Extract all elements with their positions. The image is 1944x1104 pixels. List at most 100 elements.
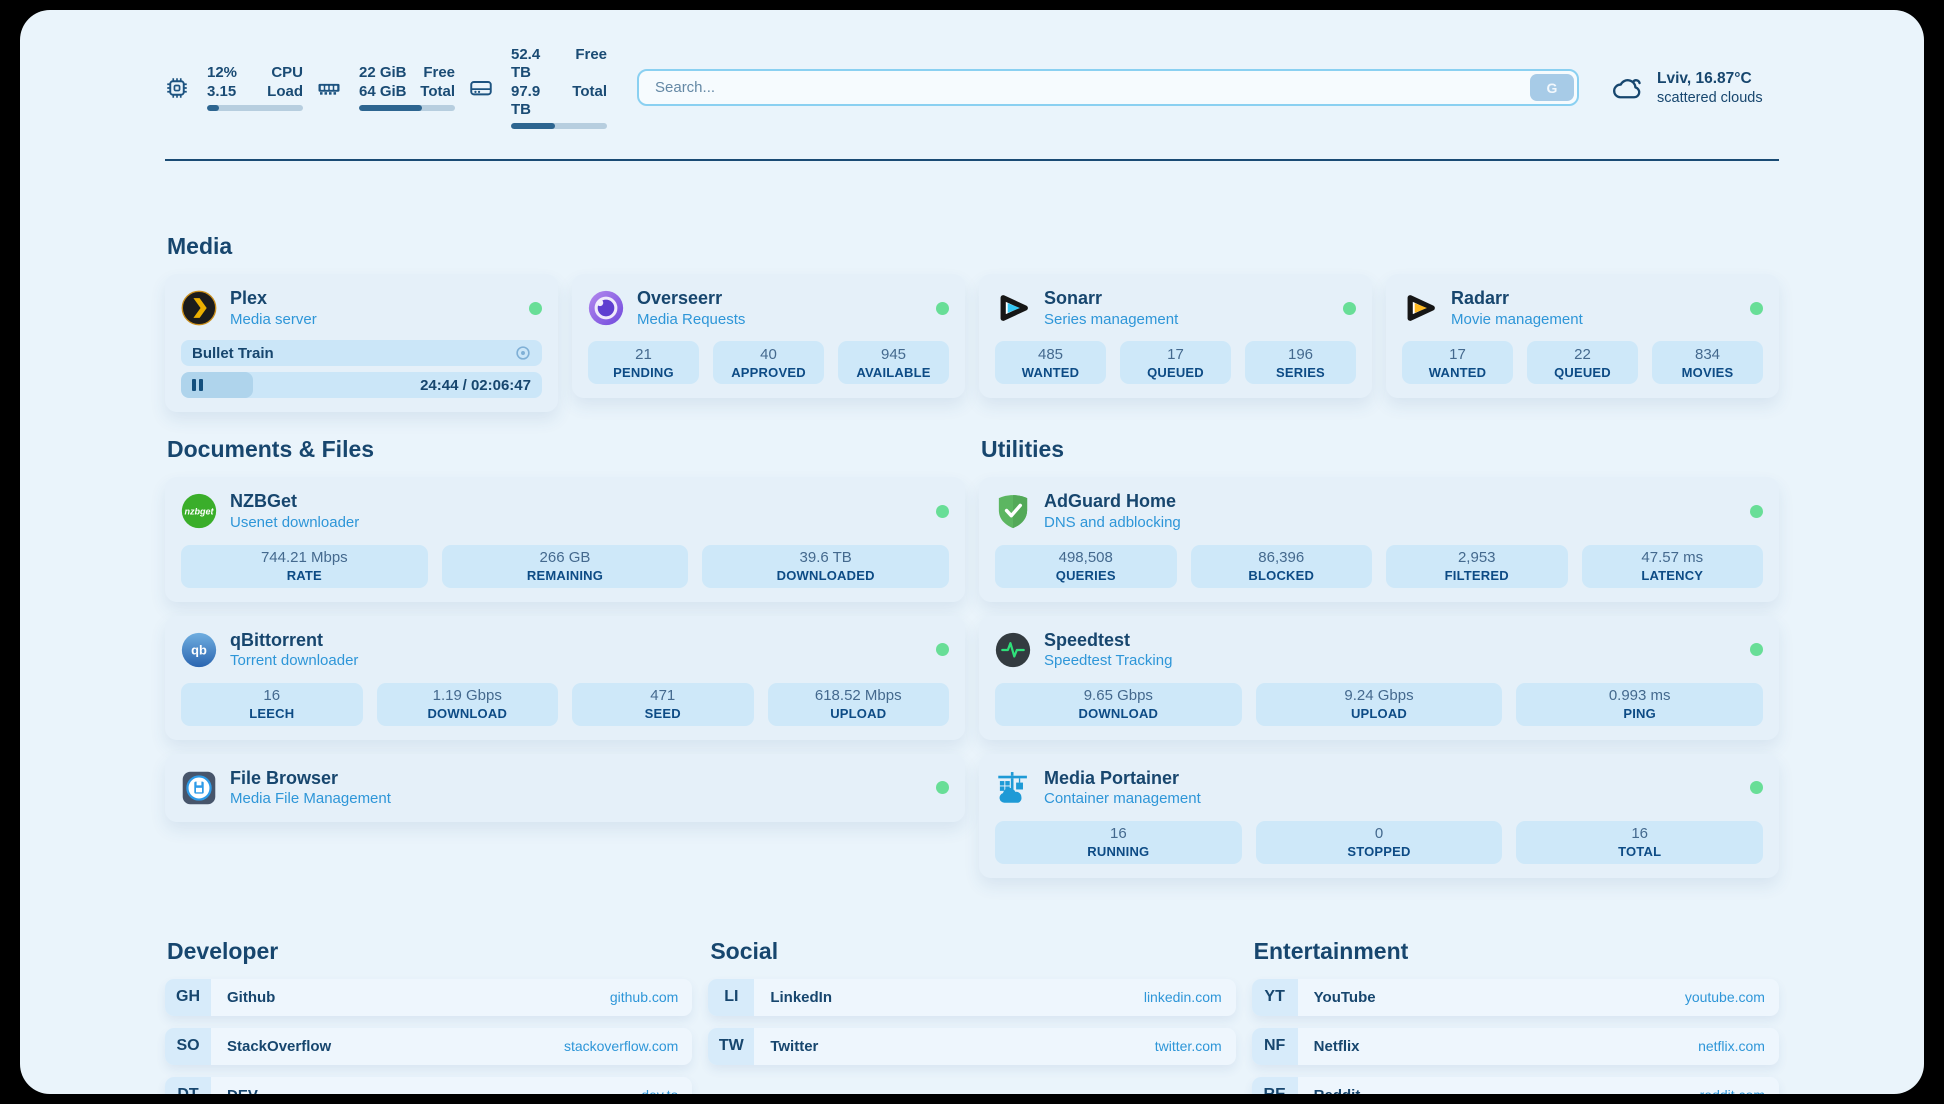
storage-stat: 52.4 TB Free 97.9 TB Total	[469, 46, 607, 130]
bookmark-url: netflix.com	[1698, 1038, 1765, 1055]
nzbget-icon: nzbget	[181, 493, 217, 529]
section-title-media: Media	[167, 233, 233, 260]
bookmark-name: YouTube	[1313, 988, 1376, 1006]
section-entertainment: Entertainment YT YouTube youtube.com NF …	[1251, 937, 1779, 1094]
section-documents: Documents & Files nzbget	[165, 436, 965, 822]
bookmark-abbr: RE	[1251, 1076, 1298, 1094]
stat-download: 1.19 Gbps DOWNLOAD	[376, 682, 558, 726]
bookmark-dev[interactable]: DT DEV dev.to	[165, 1076, 693, 1094]
bookmark-name: Netflix	[1313, 1037, 1360, 1055]
session-settings-icon[interactable]	[515, 345, 531, 361]
section-developer: Developer GH Github github.com SO StackO…	[165, 938, 693, 1094]
app-subtitle: Usenet downloader	[230, 514, 360, 532]
storage-progress-track	[511, 123, 607, 130]
bookmark-name: Github	[227, 988, 276, 1006]
playback-progress: 24:44 / 02:06:47	[181, 372, 542, 399]
portainer-icon	[995, 770, 1031, 806]
app-card-radarr[interactable]: Radarr Movie management 17 WANTED 22 QUE…	[1386, 274, 1779, 399]
cloud-icon	[1613, 78, 1641, 99]
section-media: Media Plex Media server	[165, 233, 1779, 413]
section-utilities: Utilities	[979, 436, 1779, 878]
app-card-speedtest[interactable]: Speedtest Speedtest Tracking 9.65 Gbps D…	[979, 615, 1779, 740]
weather-condition: scattered clouds	[1657, 89, 1763, 106]
bookmark-url: twitter.com	[1154, 1038, 1222, 1055]
overseerr-icon	[588, 290, 624, 326]
stat-total: 16 TOTAL	[1516, 820, 1763, 864]
bookmark-abbr: NF	[1251, 1027, 1298, 1065]
app-card-overseerr[interactable]: Overseerr Media Requests 21 PENDING 40 A…	[572, 274, 965, 399]
app-subtitle: Torrent downloader	[230, 652, 359, 670]
filebrowser-icon	[181, 770, 217, 806]
memory-free: 22 GiB	[359, 64, 407, 82]
search-input[interactable]	[637, 69, 1579, 107]
stat-blocked: 86,396 BLOCKED	[1190, 544, 1372, 588]
memory-label-top: Free	[423, 64, 455, 82]
stat-movies: 834 MOVIES	[1652, 341, 1763, 385]
storage-total: 97.9 TB	[511, 82, 541, 118]
stat-download: 9.65 Gbps DOWNLOAD	[995, 682, 1242, 726]
bookmark-youtube[interactable]: YT YouTube youtube.com	[1251, 978, 1779, 1016]
memory-readout: 22 GiB Free 64 GiB Total	[359, 64, 455, 101]
bookmark-abbr: SO	[165, 1027, 211, 1065]
app-name: Overseerr	[637, 288, 723, 309]
bookmark-linkedin[interactable]: LI LinkedIn linkedin.com	[708, 978, 1236, 1016]
stat-latency: 47.57 ms LATENCY	[1581, 544, 1763, 588]
app-card-nzbget[interactable]: nzbget NZBGet Usenet downloader 74	[165, 477, 965, 602]
now-playing-title: Bullet Train	[192, 344, 274, 362]
plex-icon	[181, 290, 217, 326]
bookmark-name: StackOverflow	[227, 1037, 332, 1055]
stat-seed: 471 SEED	[572, 682, 754, 726]
app-name: NZBGet	[230, 491, 297, 512]
bookmark-twitter[interactable]: TW Twitter twitter.com	[708, 1027, 1236, 1065]
app-name: Plex	[230, 288, 268, 309]
bookmark-netflix[interactable]: NF Netflix netflix.com	[1251, 1027, 1779, 1065]
stat-upload: 9.24 Gbps UPLOAD	[1255, 682, 1503, 726]
stat-remaining: 266 GB REMAINING	[441, 544, 689, 588]
storage-progress-fill	[511, 123, 556, 130]
app-card-sonarr[interactable]: Sonarr Series management 485 WANTED 17 Q…	[979, 274, 1372, 399]
section-title-entertainment: Entertainment	[1253, 937, 1409, 964]
app-card-adguard[interactable]: AdGuard Home DNS and adblocking 498,508 …	[979, 477, 1779, 602]
search-engine-button[interactable]: G	[1530, 74, 1574, 102]
bookmark-stackoverflow[interactable]: SO StackOverflow stackoverflow.com	[165, 1027, 693, 1065]
app-card-portainer[interactable]: Media Portainer Container management 16 …	[979, 753, 1779, 878]
stat-available: 945 AVAILABLE	[838, 341, 949, 385]
cpu-readout: 12% CPU 3.15 Load	[207, 64, 303, 101]
speedtest-icon	[995, 632, 1031, 668]
storage-readout: 52.4 TB Free 97.9 TB Total	[511, 46, 607, 119]
storage-label-top: Free	[575, 46, 607, 63]
app-card-filebrowser[interactable]: File Browser Media File Management	[165, 753, 965, 822]
dashboard-content: 12% CPU 3.15 Load	[165, 10, 1779, 1094]
bookmark-abbr: YT	[1251, 978, 1298, 1016]
svg-text:qb: qb	[191, 642, 207, 657]
memory-total: 64 GiB	[359, 82, 407, 100]
stat-downloaded: 39.6 TB DOWNLOADED	[702, 544, 949, 588]
bookmark-github[interactable]: GH Github github.com	[165, 978, 693, 1016]
stat-ping: 0.993 ms PING	[1516, 682, 1763, 726]
status-indicator	[1750, 643, 1763, 657]
bookmark-url: stackoverflow.com	[563, 1038, 679, 1055]
cpu-loadavg: 3.15	[207, 82, 237, 100]
sonarr-icon	[995, 290, 1031, 326]
qbittorrent-icon: qb	[181, 632, 217, 668]
bookmark-url: dev.to	[641, 1087, 678, 1094]
cpu-icon	[167, 77, 187, 98]
cpu-label-top: CPU	[271, 64, 303, 82]
section-title-documents: Documents & Files	[167, 436, 375, 463]
weather-location-temp: Lviv, 16.87°C	[1657, 69, 1752, 87]
app-name: Radarr	[1451, 288, 1510, 309]
app-card-qbittorrent[interactable]: qb qBittorrent Torrent downloader	[165, 615, 965, 740]
status-indicator	[1343, 301, 1356, 315]
app-subtitle: DNS and adblocking	[1044, 514, 1181, 532]
app-subtitle: Media File Management	[230, 790, 391, 808]
storage-free: 52.4 TB	[511, 46, 541, 82]
bookmark-url: reddit.com	[1700, 1087, 1765, 1094]
pause-icon[interactable]	[192, 379, 203, 392]
weather-widget: Lviv, 16.87°C scattered clouds	[1611, 70, 1779, 106]
app-name: qBittorrent	[230, 629, 323, 650]
stat-series: 196 SERIES	[1245, 341, 1356, 385]
stat-leech: 16 LEECH	[181, 682, 363, 726]
memory-stat: 22 GiB Free 64 GiB Total	[317, 46, 455, 129]
app-card-plex[interactable]: Plex Media server Bullet Train	[165, 274, 558, 413]
bookmark-reddit[interactable]: RE Reddit reddit.com	[1251, 1076, 1779, 1094]
